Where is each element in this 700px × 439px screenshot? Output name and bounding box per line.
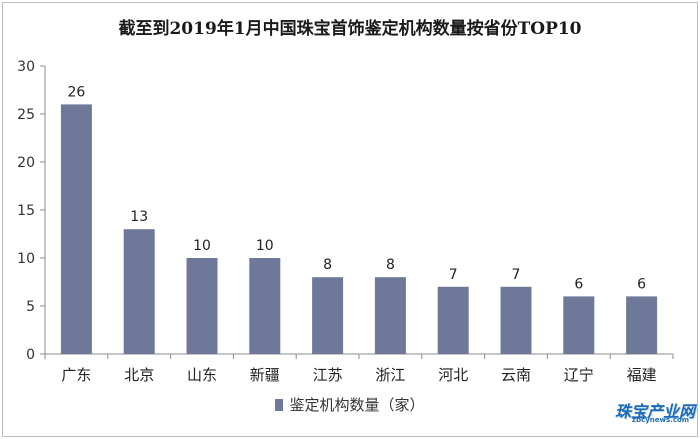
y-tick-label: 30: [17, 59, 35, 75]
data-label: 10: [193, 238, 211, 254]
data-label: 8: [386, 257, 395, 273]
legend-swatch: [275, 398, 284, 411]
x-tick-label: 广东: [61, 366, 91, 384]
data-label: 7: [512, 267, 521, 283]
x-tick-label: 辽宁: [564, 366, 594, 384]
x-tick-label: 云南: [501, 366, 531, 384]
x-tick-label: 江苏: [313, 366, 343, 384]
bar: [500, 286, 532, 354]
bar: [563, 296, 595, 354]
data-label: 6: [574, 276, 583, 292]
data-label: 6: [637, 276, 646, 292]
legend: 鉴定机构数量（家）: [0, 394, 700, 415]
x-tick-label: 浙江: [375, 366, 405, 384]
data-label: 13: [130, 209, 148, 225]
x-tick-label: 新疆: [250, 366, 280, 384]
y-tick-label: 15: [17, 203, 35, 219]
data-label: 10: [256, 238, 274, 254]
legend-label: 鉴定机构数量（家）: [289, 396, 425, 414]
data-label: 26: [67, 84, 85, 100]
bar: [249, 258, 281, 354]
bar: [312, 277, 344, 354]
y-tick-label: 20: [17, 155, 35, 171]
y-tick-label: 25: [17, 107, 35, 123]
bar: [123, 229, 155, 354]
x-tick-label: 河北: [438, 366, 468, 384]
bar: [60, 104, 92, 355]
bar: [374, 277, 406, 354]
watermark-logo: 珠宝产业网: [615, 402, 696, 421]
bar: [626, 296, 658, 354]
y-tick-label: 5: [26, 299, 35, 315]
y-tick-label: 10: [17, 251, 35, 267]
x-tick-label: 福建: [627, 366, 657, 384]
data-label: 8: [323, 257, 332, 273]
data-label: 7: [449, 267, 458, 283]
x-tick-label: 北京: [124, 366, 154, 384]
bar: [186, 258, 218, 354]
y-tick-label: 0: [26, 347, 35, 363]
x-tick-label: 山东: [187, 366, 217, 384]
bar: [437, 286, 469, 354]
chart-title: 截至到2019年1月中国珠宝首饰鉴定机构数量按省份TOP10: [118, 19, 582, 39]
watermark-url: zbcynews.com: [632, 416, 690, 424]
